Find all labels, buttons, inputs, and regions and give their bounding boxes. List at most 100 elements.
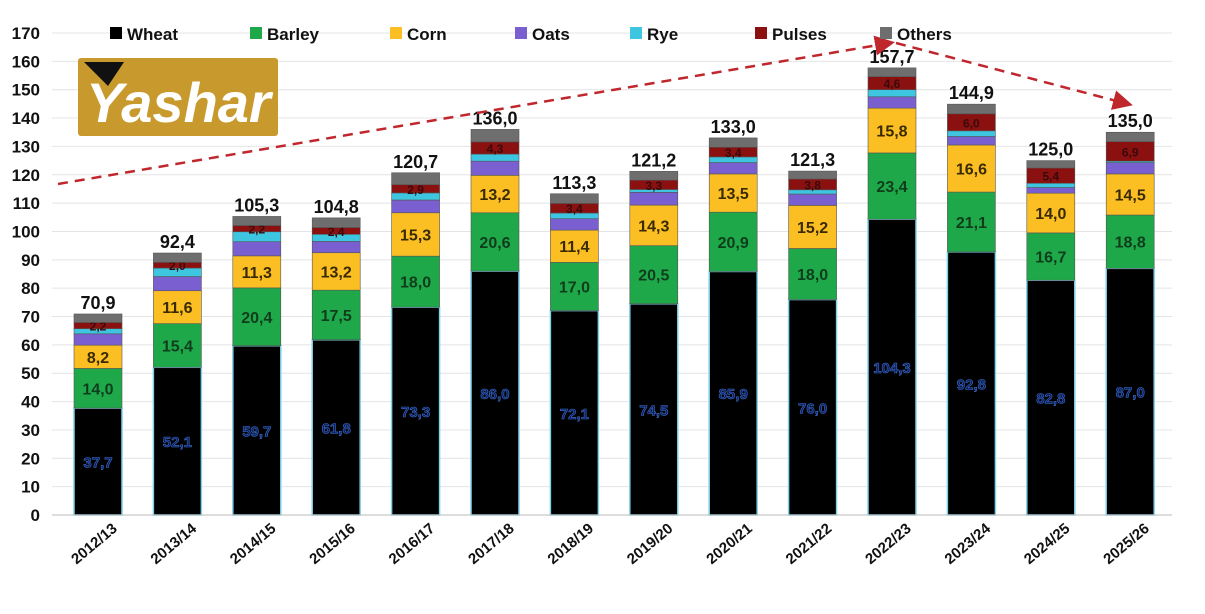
x-tick-label: 2015/16 [306, 520, 358, 568]
bar-stack: 82,8 16,7 14,0 5,4 125,0 [1026, 140, 1076, 516]
bar-segment-rye [947, 130, 996, 137]
bar-segment-others [867, 67, 917, 77]
legend-swatch [880, 27, 892, 39]
x-tick-label: 2013/14 [147, 520, 200, 568]
legend-item-barley: Barley [250, 25, 320, 44]
bar-segment-oats [788, 193, 837, 206]
y-tick-label: 60 [21, 336, 40, 355]
data-label-wheat: 76,0 [798, 400, 827, 417]
data-label-wheat: 92,8 [957, 376, 986, 393]
total-label: 104,8 [314, 197, 359, 217]
bar-segment-barley [311, 289, 361, 341]
bar-stack: 74,5 20,5 14,3 3,3 121,2 [629, 150, 679, 516]
bar-segment-wheat [946, 251, 997, 516]
bar-segment-others [311, 217, 361, 228]
bar-segment-wheat [311, 339, 361, 516]
bar-stack: 87,0 18,8 14,5 6,9 135,0 [1105, 111, 1155, 516]
data-label-barley: 17,5 [321, 308, 352, 325]
data-label-wheat: 104,3 [873, 360, 911, 377]
y-tick-label: 120 [12, 166, 40, 185]
data-label-wheat: 82,8 [1036, 391, 1065, 408]
y-tick-label: 110 [13, 194, 40, 213]
bar-segment-wheat [470, 270, 520, 516]
x-tick-label: 2014/15 [227, 520, 279, 568]
bar-segment-oats [391, 199, 440, 214]
bar-segment-barley [629, 245, 679, 305]
bar-segment-corn [1026, 192, 1076, 234]
data-label-wheat: 86,0 [480, 386, 509, 403]
data-label-wheat: 74,5 [639, 402, 668, 419]
bar-segment-others [1026, 160, 1076, 169]
data-label-corn: 11,3 [242, 265, 272, 282]
bar-segment-others [73, 313, 123, 323]
x-tick-label: 2019/20 [624, 520, 676, 568]
trend-arrow-up [57, 35, 895, 186]
data-label-pulses: 2,2 [248, 223, 265, 237]
legend-label: Corn [407, 25, 447, 44]
data-label-barley: 14,0 [82, 381, 113, 398]
logo-background [78, 58, 278, 136]
bar-segment-barley [708, 211, 758, 272]
bar-segment-corn [550, 229, 599, 263]
data-label-barley: 20,5 [638, 268, 669, 285]
y-tick-label: 170 [12, 24, 40, 43]
data-label-barley: 18,0 [400, 275, 431, 292]
bar-segment-others [629, 171, 679, 181]
bars: 37,7 14,0 8,2 2,2 70,9 52,1 15,4 11,6 2,0 92,4 59,… [73, 47, 1155, 516]
bar-segment-wheat [867, 218, 917, 516]
legend-label: Others [897, 25, 952, 44]
data-label-pulses: 2,2 [90, 320, 107, 334]
bar-stack: 72,1 17,0 11,4 3,4 113,3 [549, 173, 600, 516]
x-tick-label: 2020/21 [703, 520, 755, 568]
data-label-corn: 14,3 [638, 218, 669, 235]
bar-segment-others [708, 137, 758, 148]
total-label: 70,9 [80, 293, 115, 313]
data-label-corn: 15,8 [876, 124, 907, 141]
data-label-pulses: 3,3 [645, 179, 662, 193]
data-label-wheat: 59,7 [242, 423, 271, 440]
data-label-corn: 14,0 [1035, 206, 1066, 223]
data-label-corn: 13,2 [479, 187, 510, 204]
logo: Yashar [78, 58, 278, 136]
x-axis: 2012/13 2013/14 2014/15 2015/16 2016/17 2017/… [52, 514, 1172, 568]
data-label-corn: 15,3 [400, 227, 431, 244]
bar-segment-oats [311, 241, 361, 254]
data-label-pulses: 5,4 [1042, 170, 1059, 184]
legend-label: Rye [647, 25, 678, 44]
x-tick-label: 2018/19 [544, 520, 596, 568]
data-label-barley: 21,1 [956, 215, 987, 232]
data-label-corn: 11,6 [162, 300, 192, 317]
legend-item-corn: Corn [390, 25, 447, 44]
data-label-barley: 20,9 [718, 235, 749, 252]
data-label-wheat: 72,1 [560, 406, 589, 423]
legend-label: Wheat [127, 25, 178, 44]
bar-segment-oats [629, 192, 679, 206]
data-label-corn: 14,5 [1115, 187, 1146, 204]
legend-label: Barley [267, 25, 320, 44]
data-label-barley: 17,0 [559, 279, 590, 296]
data-label-corn: 13,5 [718, 186, 749, 203]
bar-segment-oats [947, 136, 996, 146]
data-label-pulses: 2,9 [407, 183, 424, 197]
y-tick-label: 160 [12, 52, 40, 71]
legend-swatch [515, 27, 527, 39]
bar-stack: 85,9 20,9 13,5 3,4 133,0 [708, 117, 758, 516]
bar-segment-wheat [787, 298, 838, 516]
bar-segment-barley [232, 287, 282, 347]
legend-swatch [110, 27, 122, 39]
bar-stack: 104,3 23,4 15,8 4,6 157,7 [867, 47, 917, 516]
total-label: 157,7 [869, 47, 914, 67]
total-label: 121,3 [790, 150, 835, 170]
data-label-barley: 15,4 [162, 338, 193, 355]
x-tick-label: 2017/18 [465, 520, 517, 568]
y-tick-label: 20 [21, 449, 40, 468]
x-tick-label: 2016/17 [386, 520, 438, 568]
trend-arrow-down [895, 41, 1133, 110]
bar-segment-wheat [549, 309, 600, 516]
data-label-wheat: 37,7 [83, 455, 112, 472]
legend-label: Pulses [772, 25, 827, 44]
y-tick-label: 70 [21, 308, 40, 327]
bar-segment-oats [73, 333, 123, 346]
